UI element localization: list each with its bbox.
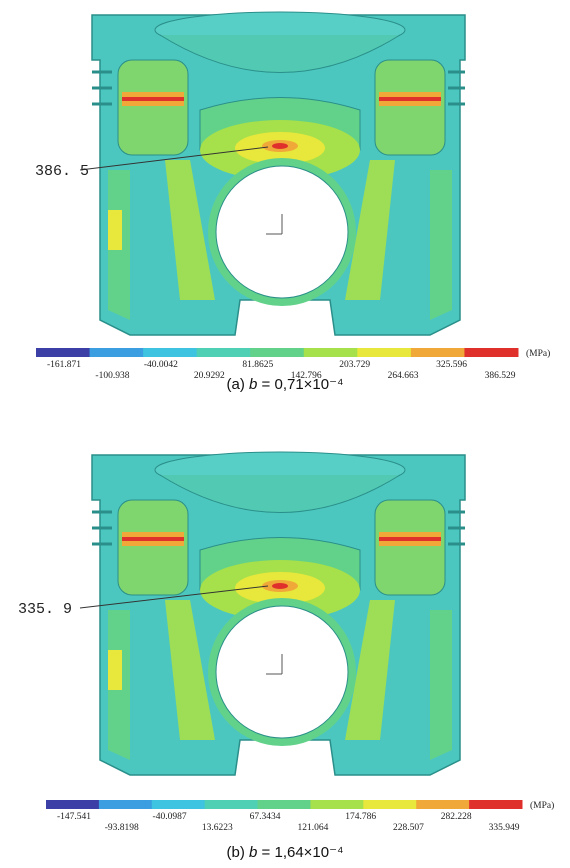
piston-contour-b — [92, 452, 465, 775]
colorbar-label: 335.949 — [489, 823, 520, 833]
colorbar-label: 228.507 — [393, 823, 424, 833]
piston-contour-a — [92, 12, 465, 335]
callout: 335. 9 — [18, 601, 72, 618]
colorbar-swatch — [464, 348, 518, 357]
figure: 386. 5 335. 9 (MPa)-161.871-100.938-40.0… — [0, 0, 570, 868]
colorbar-label: 282.228 — [441, 812, 472, 822]
colorbar-swatch — [143, 348, 197, 357]
colorbar-label: -147.541 — [57, 812, 91, 822]
colorbar-swatch — [258, 800, 311, 809]
colorbar-label: 121.064 — [297, 823, 328, 833]
colorbar-label: 81.8625 — [242, 360, 273, 370]
colorbar-swatch — [152, 800, 205, 809]
colorbar-swatch — [99, 800, 152, 809]
colorbar-label: -40.0042 — [144, 360, 178, 370]
colorbar-swatch — [310, 800, 363, 809]
colorbar-swatch — [36, 348, 90, 357]
colorbar-swatch — [357, 348, 411, 357]
colorbar-swatch — [469, 800, 522, 809]
colorbar-swatch — [46, 800, 99, 809]
colorbar-label: -161.871 — [47, 360, 81, 370]
colorbar-swatch — [90, 348, 144, 357]
colorbar-swatch — [205, 800, 258, 809]
callout: 386. 5 — [35, 163, 89, 180]
colorbar-label: 13.6223 — [202, 823, 233, 833]
caption-label: (a) — [227, 376, 245, 393]
caption-label: (b) — [227, 844, 245, 861]
figure-graphics: 386. 5 335. 9 (MPa)-161.871-100.938-40.0… — [0, 0, 570, 868]
colorbar-swatch — [304, 348, 358, 357]
caption-text: = 0,71×10⁻⁴ — [262, 376, 344, 393]
caption-text: = 1,64×10⁻⁴ — [262, 844, 344, 861]
colorbar-swatch — [363, 800, 416, 809]
colorbar-label: 203.729 — [339, 360, 370, 370]
colorbar-unit: (MPa) — [526, 348, 550, 359]
caption: (a) b = 0,71×10⁻⁴ — [0, 375, 570, 393]
colorbar-unit: (MPa) — [530, 800, 554, 811]
colorbar-swatch — [411, 348, 465, 357]
caption-variable: b — [249, 844, 257, 861]
colorbar-label: 174.786 — [345, 812, 376, 822]
colorbar-label: 67.3434 — [250, 812, 281, 822]
colorbar-label: 325.596 — [436, 360, 467, 370]
colorbar-swatch — [250, 348, 304, 357]
caption-variable: b — [249, 376, 257, 393]
colorbar-label: -40.0987 — [153, 812, 187, 822]
caption: (b) b = 1,64×10⁻⁴ — [0, 843, 570, 861]
colorbar-swatch — [197, 348, 251, 357]
colorbar-swatch — [416, 800, 469, 809]
colorbar-label: -93.8198 — [105, 823, 139, 833]
